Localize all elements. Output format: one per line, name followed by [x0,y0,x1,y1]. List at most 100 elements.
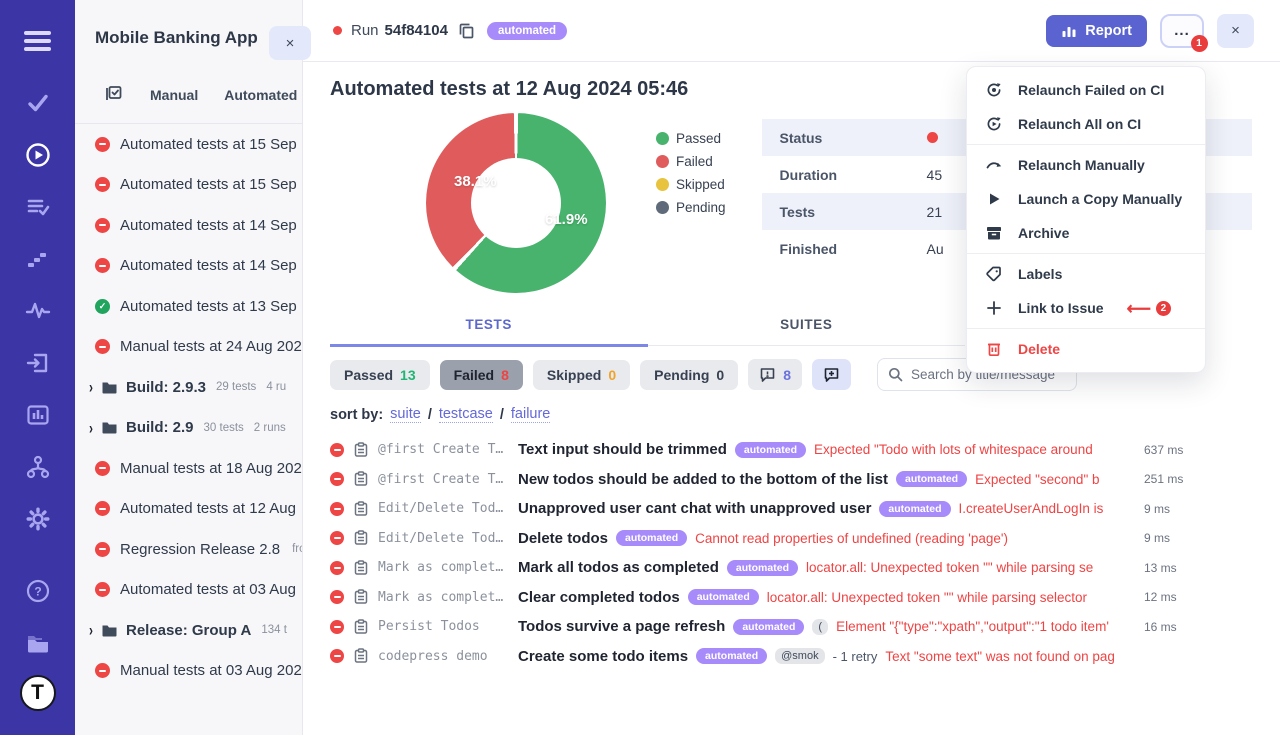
run-topbar: Run 54f84104 automated Report ... 1 × [303,0,1280,62]
test-row[interactable]: Mark as complet… Mark all todos as compl… [330,553,1280,583]
close-run-button[interactable]: × [1217,13,1254,48]
run-list-item[interactable]: Manual tests at 24 Aug 2024 [75,327,302,368]
project-sidebar: Mobile Banking App × Manual Automated Au… [75,0,311,735]
run-list-item[interactable]: Regression Release 2.8fron [75,529,302,570]
run-list-item[interactable]: Manual tests at 18 Aug 2024 [75,448,302,489]
folder-icon [102,422,117,434]
failed-status-icon [330,531,344,546]
tab-tests[interactable]: TESTS [330,317,648,347]
run-list-item[interactable]: Manual tests at 03 Aug 202 [75,651,302,684]
tab-suites[interactable]: SUITES [780,317,833,332]
failed-status-icon [330,442,344,457]
run-list-item[interactable]: Automated tests at 12 Aug [75,489,302,530]
annotation-step-2-badge: 2 [1155,300,1171,316]
sidebar-close-button[interactable]: × [269,26,311,60]
folder-icon [102,625,117,637]
chevron-right-icon[interactable]: › [89,377,93,398]
failed-status-icon [95,663,110,679]
projects-folder-icon[interactable] [0,619,75,665]
plus-icon [985,299,1003,317]
test-row[interactable]: Mark as complet… Clear completed todos au… [330,583,1280,613]
run-group-item[interactable]: › Release: Group A 134 t [89,620,287,641]
archive-icon [985,224,1003,242]
run-list-item[interactable]: Automated tests at 03 Aug [75,570,302,611]
test-row[interactable]: Persist Todos Todos survive a page refre… [330,612,1280,642]
runs-play-icon[interactable] [0,132,75,178]
status-failed-dot [926,132,938,143]
hamburger-menu-icon[interactable] [0,18,75,64]
failed-status-icon [95,501,110,517]
run-id: 54f84104 [384,22,448,39]
analytics-chart-icon[interactable] [0,392,75,438]
run-list-item[interactable]: Automated tests at 14 Sep [75,246,302,287]
run-list-item[interactable]: Automated tests at 14 Sep [75,205,302,246]
more-actions-button[interactable]: ... 1 [1160,13,1208,52]
steps-icon[interactable] [0,236,75,282]
run-group-item[interactable]: › Build: 2.9 30 tests 2 runs [89,417,286,438]
automated-badge: automated [895,471,968,488]
filter-passed-chip[interactable]: Passed 13 [330,359,430,390]
menu-item-relaunch-manually[interactable]: Relaunch Manually [967,148,1205,182]
run-list-item[interactable]: Automated tests at 13 Sep [75,286,302,327]
help-icon[interactable]: ? [0,568,75,614]
testcase-icon [353,471,369,487]
tests-suites-tabbar: TESTS SUITES [330,317,965,347]
failed-status-icon [95,177,110,193]
duration: 9 ms [1144,501,1171,516]
test-row[interactable]: codepress demo Create some todo items aut… [330,642,1280,672]
checklist-icon[interactable] [0,184,75,230]
run-group-item[interactable]: › Build: 2.9.3 29 tests 4 ru [89,377,287,398]
run-list-item[interactable]: Automated tests at 15 Sep [75,165,302,206]
sort-by-failure-link[interactable]: failure [510,406,551,423]
sort-by-testcase-link[interactable]: testcase [438,406,493,423]
duration: 9 ms [1144,531,1171,546]
test-row[interactable]: @first Create T… New todos should be add… [330,465,1280,495]
filter-failed-chip[interactable]: Failed 8 [439,359,523,390]
tab-automated[interactable]: Automated [224,86,298,103]
run-list-item[interactable]: Automated tests at 15 Sep [75,124,302,165]
test-row[interactable]: Edit/Delete Tod… Unapproved user cant ch… [330,494,1280,524]
tab-manual[interactable]: Manual [150,86,199,103]
report-button[interactable]: Report [1046,14,1147,47]
menu-item-labels[interactable]: Labels [967,257,1205,291]
tests-check-icon[interactable] [0,80,75,126]
failed-status-icon [95,136,110,152]
failed-status-icon [95,541,110,557]
logo-letter: T [19,675,56,711]
menu-item-launch-copy[interactable]: Launch a Copy Manually [967,182,1205,216]
settings-gear-icon[interactable] [0,496,75,542]
menu-item-link-to-issue[interactable]: Link to Issue ⟵ 2 [967,291,1205,325]
pulse-icon[interactable] [0,288,75,334]
legend-failed: Failed [656,154,726,169]
run-type-tabs: Manual Automated [75,66,302,124]
menu-item-archive[interactable]: Archive [967,216,1205,250]
error-message: locator.all: Unexpected token "" while p… [766,589,1088,605]
failed-status-icon [95,460,110,476]
filter-pending-chip[interactable]: Pending 0 [640,359,739,390]
menu-item-relaunch-all-ci[interactable]: Relaunch All on CI [967,107,1205,141]
comments-filter-chip[interactable]: 8 [748,359,802,390]
branch-icon[interactable] [0,444,75,490]
filter-skipped-chip[interactable]: Skipped 0 [532,359,631,390]
chevron-right-icon[interactable]: › [89,620,93,641]
add-comment-chip[interactable] [811,359,851,390]
report-chart-icon [1062,26,1076,37]
relaunch-failed-icon [985,81,1003,99]
test-row[interactable]: Edit/Delete Tod… Delete todos automated Ca… [330,524,1280,554]
failed-status-icon [95,258,110,274]
select-runs-icon[interactable] [103,83,124,107]
app-logo[interactable]: T [0,670,75,716]
testcase-icon [353,589,369,605]
error-message: Element "{"type":"xpath","output":"1 tod… [836,619,1109,635]
folder-icon [102,382,117,394]
sign-in-icon[interactable] [0,340,75,386]
test-row[interactable]: @first Create T… Text input should be tr… [330,435,1280,465]
automated-badge: automated [734,441,806,458]
chevron-right-icon[interactable]: › [89,417,93,438]
testcase-icon [353,648,369,664]
comment-icon [760,368,775,382]
sort-by-suite-link[interactable]: suite [390,406,421,423]
copy-run-id-button[interactable] [458,22,475,39]
menu-item-delete[interactable]: Delete [967,332,1205,366]
menu-item-relaunch-failed-ci[interactable]: Relaunch Failed on CI [967,73,1205,107]
